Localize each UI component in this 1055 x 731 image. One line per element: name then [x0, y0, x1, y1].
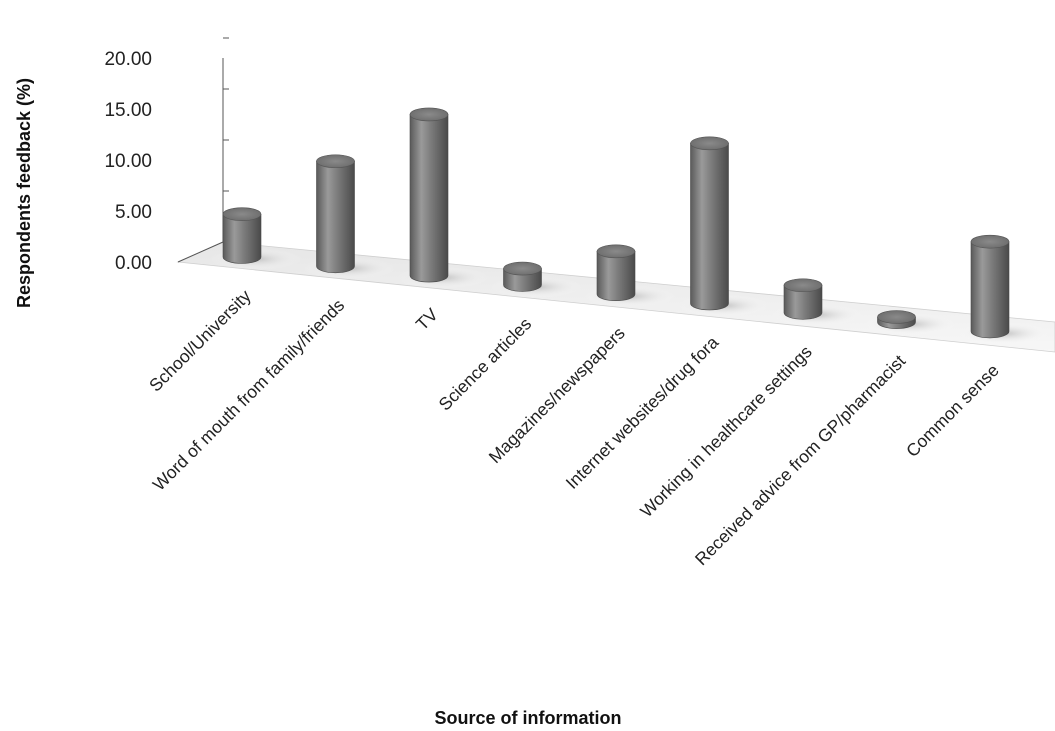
x-category-label: TV	[412, 304, 442, 334]
bar-top	[783, 278, 823, 293]
bar	[222, 207, 262, 264]
bar-top	[503, 261, 542, 276]
bar	[783, 278, 823, 320]
bar	[690, 136, 729, 311]
bar-top	[222, 207, 262, 221]
y-tick-label: 10.00	[104, 151, 152, 172]
bar	[409, 107, 449, 283]
y-axis-title: Respondents feedback (%)	[14, 78, 34, 308]
y-axis-floor-edge	[177, 241, 224, 263]
bar-body	[596, 251, 636, 301]
bar-top	[596, 244, 636, 259]
x-category-label: Received advice from GP/pharmacist	[691, 351, 909, 569]
bar	[503, 261, 542, 292]
bar-body	[222, 213, 262, 264]
x-category-label: Science articles	[435, 313, 536, 414]
bar	[596, 244, 636, 301]
x-category-label: School/University	[145, 286, 255, 396]
bar-body	[970, 241, 1010, 339]
x-category-label: Working in healthcare settings	[636, 341, 816, 521]
bar-body	[316, 160, 355, 274]
y-tick-label: 15.00	[104, 100, 152, 121]
bar-top	[970, 234, 1010, 249]
bar-body	[409, 114, 449, 283]
y-tick-label: 0.00	[115, 253, 152, 274]
x-category-label: Word of mouth from family/friends	[149, 295, 349, 495]
bar-body	[783, 284, 823, 320]
bar-top	[409, 107, 449, 122]
bar-top	[877, 310, 916, 324]
x-category-label: Common sense	[902, 360, 1003, 461]
x-axis-title: Source of information	[434, 708, 621, 728]
y-tick-label: 5.00	[115, 202, 152, 223]
y-tick-label: 20.00	[104, 49, 152, 70]
bar-body	[690, 143, 729, 311]
bar	[316, 154, 355, 274]
bar-top	[316, 154, 355, 169]
bar	[970, 234, 1010, 339]
bar-top	[690, 136, 729, 151]
bar	[877, 310, 916, 329]
